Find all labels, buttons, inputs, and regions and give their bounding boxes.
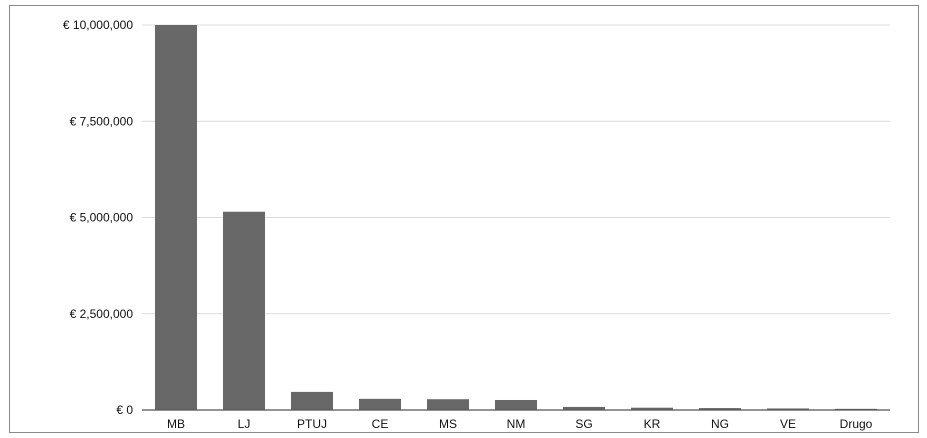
y-tick-label: € 2,500,000 (70, 307, 134, 321)
x-tick-label: VE (780, 417, 796, 431)
bar-nm (495, 399, 537, 410)
bar-ve (767, 408, 809, 410)
x-tick-label: MS (439, 417, 457, 431)
y-tick-label: € 5,000,000 (70, 211, 134, 225)
x-tick-label: LJ (238, 417, 251, 431)
bar-ce (359, 398, 401, 410)
x-tick-label: NM (507, 417, 526, 431)
y-tick-label: € 7,500,000 (70, 114, 134, 128)
bar-ptuj (291, 391, 333, 410)
x-tick-label: Drugo (840, 417, 873, 431)
bar-sg (563, 406, 605, 410)
bar-ms (427, 399, 469, 410)
x-tick-label: MB (167, 417, 185, 431)
bar-mb (155, 25, 197, 410)
y-tick-label: € 0 (116, 403, 133, 417)
x-tick-label: PTUJ (297, 417, 327, 431)
bar-ng (699, 408, 741, 410)
bar-kr (631, 407, 673, 410)
x-tick-label: CE (372, 417, 389, 431)
x-tick-label: SG (575, 417, 592, 431)
y-axis-ticks: € 0 € 2,500,000 € 5,000,000 € 7,500,000 € 10… (63, 18, 133, 417)
bar-lj (223, 211, 265, 410)
y-tick-label: € 10,000,000 (63, 18, 133, 32)
x-tick-label: KR (644, 417, 661, 431)
x-tick-label: NG (711, 417, 729, 431)
bars (155, 25, 877, 410)
x-axis-ticks: MB LJ PTUJ CE MS NM SG KR NG VE Drugo (167, 417, 873, 431)
gridlines (142, 24, 890, 315)
